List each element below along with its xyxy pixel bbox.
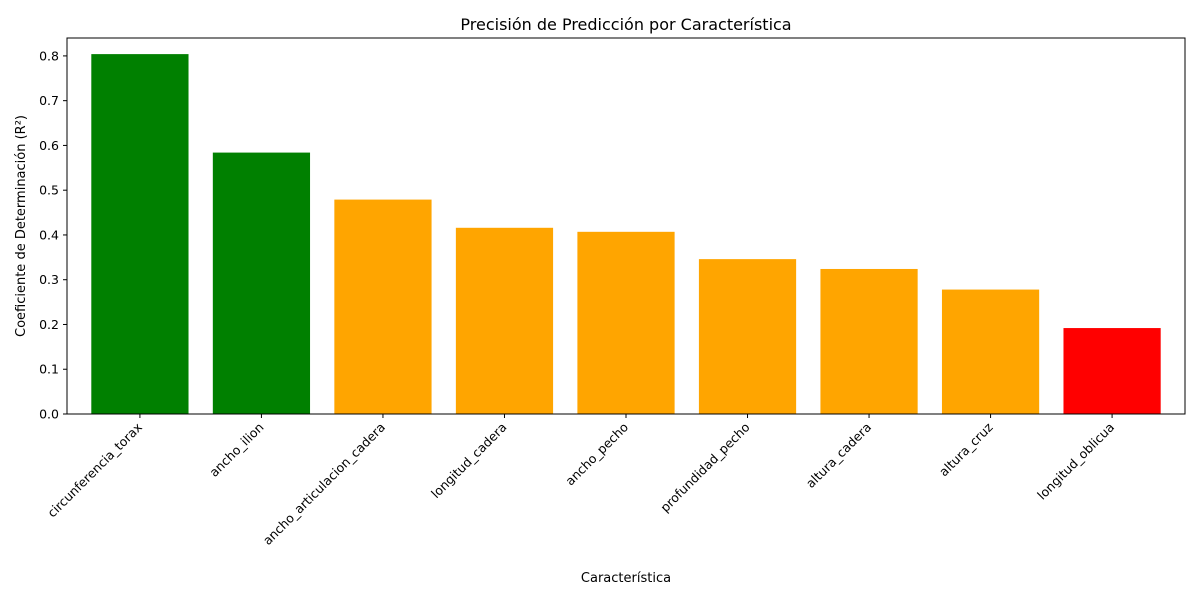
bar-circunferencia-torax <box>91 54 189 414</box>
y-tick-label: 0.5 <box>39 183 59 198</box>
y-axis-ticks: 0.0 0.1 0.2 0.3 0.4 0.5 0.6 0.7 0.8 <box>39 48 67 422</box>
x-tick-label-altura-cruz: altura_cruz <box>936 419 996 479</box>
bars-layer <box>91 54 1161 415</box>
bar-profundidad-pecho <box>698 259 797 414</box>
bar-altura-cadera <box>820 268 918 414</box>
x-axis-ticks: circunferencia_torax ancho_ilionancho_art… <box>44 414 1117 548</box>
y-tick-label: 0.3 <box>39 272 59 287</box>
x-tick-label-longitud-oblicua: longitud_oblicua <box>1034 420 1117 503</box>
bar-ancho-pecho <box>577 231 675 414</box>
x-tick-label-altura-cadera: altura_cadera <box>803 420 874 491</box>
x-tick-label-ancho-ilion: ancho_ilion <box>206 420 266 480</box>
y-tick-label: 0.4 <box>39 227 59 242</box>
x-axis-label: Característica <box>581 571 671 586</box>
y-tick-label: 0.1 <box>39 362 59 377</box>
y-tick-label: 0.8 <box>39 48 59 63</box>
x-tick-label-ancho-pecho: ancho_pecho <box>562 420 631 489</box>
x-tick-label-ancho-articulacion-cadera: ancho_articulacion_cadera <box>260 420 388 548</box>
bar-longitud-cadera <box>455 227 554 414</box>
x-tick-label-longitud-cadera: longitud_cadera <box>428 420 510 502</box>
y-tick-label: 0.2 <box>39 317 59 332</box>
bar-longitud-oblicua <box>1063 328 1161 414</box>
bar-ancho-articulacion-cadera <box>334 199 432 414</box>
x-tick-label-profundidad-pecho: profundidad_pecho <box>657 420 752 515</box>
x-tick-label-circunferencia-torax: circunferencia_torax <box>44 420 145 521</box>
plot-frame <box>66 37 1186 415</box>
y-axis-label: Coeficiente de Determinación (R²) <box>14 115 29 337</box>
y-tick-label: 0.7 <box>39 93 59 108</box>
y-tick-label: 0.6 <box>39 138 59 153</box>
bar-altura-cruz <box>941 289 1040 414</box>
y-tick-label: 0.0 <box>39 407 59 422</box>
bar-ancho-ilion <box>212 152 311 415</box>
chart-title: Precisión de Predicción por Característi… <box>460 15 791 34</box>
